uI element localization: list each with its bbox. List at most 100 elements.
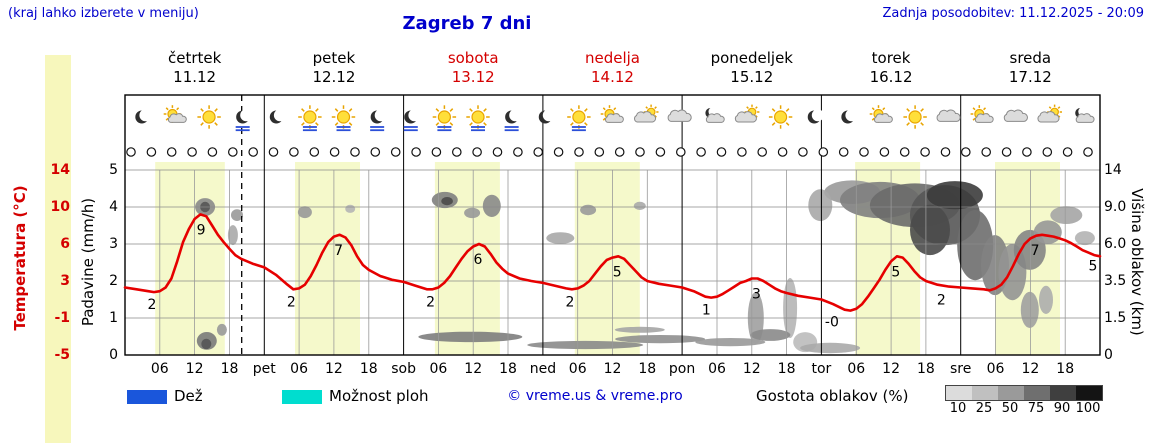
cloud-density-blob (527, 340, 644, 350)
axis-tick: 3 (60, 273, 70, 289)
location-hint: (kraj lahko izberete v meniju) (8, 6, 199, 21)
axis-tick: -5 (54, 347, 70, 363)
cloud-cover-circle (920, 147, 930, 157)
x-axis-label: 18 (499, 361, 517, 377)
temperature-value-label: -0 (825, 315, 839, 331)
cloud-cover-circle (614, 147, 625, 157)
x-axis-label: sob (391, 361, 416, 377)
cloud-cover-circle (675, 147, 686, 157)
cloud-density-blob (216, 323, 227, 336)
temperature-value-label: 2 (937, 293, 946, 309)
axis-tick: 6 (60, 236, 70, 252)
cloud-cover-circle (655, 147, 666, 157)
daylight-band (295, 162, 360, 355)
cloud-cover-circle (187, 147, 197, 157)
cloud-cover-circle (899, 147, 910, 157)
weather-icon-sun (567, 105, 591, 132)
cloud-density-blob (441, 197, 453, 206)
density-tick: 50 (1001, 401, 1019, 416)
copyright-link[interactable]: © vreme.us & vreme.pro (507, 388, 683, 404)
cloud-density-blob (464, 207, 481, 219)
weather-icon-sun-cloud (970, 105, 994, 123)
cloud-density-blob (231, 209, 243, 222)
day-header: sreda 17.12 (965, 49, 1095, 87)
weather-icon-sun (768, 105, 793, 129)
x-axis-label: 12 (325, 361, 343, 377)
axis-tick: 10 (50, 199, 70, 215)
axis-tick: 14 (1104, 162, 1122, 178)
weather-icon-moon (235, 109, 253, 132)
cloud-density-blob (201, 338, 212, 350)
x-axis-label: 12 (1021, 361, 1039, 377)
weather-icon-moon-cloud (705, 107, 725, 123)
axis-tick: -1 (54, 310, 70, 326)
cloud-cover-circle (859, 147, 869, 157)
temperature-value-label: 7 (1031, 243, 1040, 259)
density-swatch (1076, 386, 1102, 400)
cloud-cover-circle (268, 147, 279, 157)
axis-tick: 0 (1104, 347, 1113, 363)
day-header: sobota 13.12 (408, 49, 538, 87)
fog-icon (471, 126, 486, 132)
cloud-density-blob (418, 331, 523, 343)
cloud-density-blob (580, 204, 597, 216)
cloud-cover-circle (757, 147, 767, 157)
fog-icon (571, 126, 586, 132)
cloud-density-legend-label: Gostota oblakov (%) (756, 387, 909, 405)
x-axis-label: 12 (186, 361, 204, 377)
weather-icon-moon (841, 109, 858, 124)
day-date: 13.12 (451, 68, 495, 86)
last-update: Zadnja posodobitev: 11.12.2025 - 20:09 (882, 6, 1144, 21)
weather-icon-moon (807, 109, 824, 124)
temperature-value-label: 2 (287, 294, 296, 310)
cloud-density-blob (615, 335, 706, 344)
density-swatch (972, 386, 998, 400)
temperature-value-label: 5 (613, 264, 622, 280)
cloud-cover-circle (166, 147, 177, 157)
day-name: torek (871, 49, 911, 67)
cloud-cover-circle (696, 147, 706, 157)
cloud-density-blob (783, 278, 798, 338)
weather-icon-sun-cloud (163, 105, 187, 123)
x-axis-label: 18 (221, 361, 239, 377)
cloud-density-blob (926, 181, 983, 210)
day-header: četrtek 11.12 (130, 49, 260, 87)
axis-tick: 2 (109, 273, 118, 289)
temperature-value-label: 5 (1089, 258, 1098, 274)
cloud-cover-circle (838, 147, 849, 157)
cloud-cover-circle (329, 147, 340, 157)
cloud-density-blob (910, 204, 950, 256)
cloud-cover-circle (289, 147, 299, 157)
cloud-density-blob (1020, 291, 1039, 328)
cloud-cover-circle (818, 147, 829, 157)
cloud-density-blob (808, 189, 833, 222)
x-axis-label: 18 (917, 361, 935, 377)
axis-tick: 1 (109, 310, 118, 326)
cloud-density-blob (614, 326, 665, 333)
temperature-value-label: 2 (148, 297, 157, 313)
cloud-cover-circle (737, 147, 747, 157)
weather-icon-sun-cloud (600, 105, 624, 123)
x-axis-label: sre (950, 361, 971, 377)
day-name: ponedeljek (710, 49, 793, 67)
cloud-density-blob (227, 225, 238, 246)
x-axis-label: 06 (708, 361, 726, 377)
density-swatch (1050, 386, 1076, 400)
axis-tick: 3 (109, 236, 118, 252)
cloud-density-blob (1033, 220, 1062, 244)
cloud-density-blob (345, 204, 356, 213)
cloud-cover-circle (146, 147, 157, 157)
day-header: torek 16.12 (826, 49, 956, 87)
weather-icon-sun-cloud (869, 105, 893, 123)
fog-icon (302, 126, 317, 132)
weather-icon-moon-cloud (1075, 107, 1095, 123)
fog-icon (370, 126, 385, 132)
daylight-band (434, 162, 500, 355)
cloud-cover-circle (207, 147, 218, 157)
cloud-density-blob (1050, 206, 1083, 225)
weather-icon-cloud (667, 109, 692, 122)
density-swatch (1024, 386, 1050, 400)
day-header: petek 12.12 (269, 49, 399, 87)
x-axis-label: 18 (778, 361, 796, 377)
